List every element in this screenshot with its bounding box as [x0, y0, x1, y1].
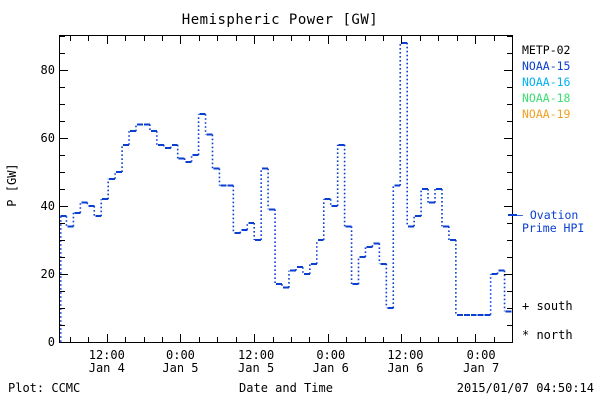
x-tick-label: 12:00 Jan 5 [216, 349, 296, 375]
legend-entry-metp-02[interactable]: METP-02 [522, 43, 571, 57]
y-tick-label: 60 [40, 131, 55, 145]
x-tick-label: 12:00 Jan 4 [67, 349, 147, 375]
y-tick-label: 40 [40, 199, 55, 213]
x-tick-date: Jan 6 [312, 361, 349, 375]
x-tick-date: Jan 7 [463, 361, 500, 375]
y-tick-label: 0 [47, 335, 55, 349]
x-tick-time: 0:00 [316, 348, 346, 362]
x-tick-time: 12:00 [387, 348, 424, 362]
x-tick-label: 0:00 Jan 5 [140, 349, 220, 375]
x-tick-date: Jan 4 [88, 361, 125, 375]
plot-area [59, 35, 513, 343]
x-tick-time: 0:00 [466, 348, 496, 362]
x-tick-label: 12:00 Jan 6 [365, 349, 445, 375]
plot-timestamp: 2015/01/07 04:50:14 [456, 381, 594, 395]
legend-entry-noaa-16[interactable]: NOAA-16 [522, 75, 571, 89]
ovation-legend-swatch [508, 214, 517, 216]
x-tick-label: 0:00 Jan 7 [441, 349, 521, 375]
series-ovation-prime-hpi [60, 41, 512, 342]
x-tick-time: 12:00 [88, 348, 125, 362]
x-tick-time: 0:00 [166, 348, 195, 362]
marker-legend-south: + south [522, 299, 573, 313]
data-series-canvas [60, 41, 512, 342]
plot-credit: Plot: CCMC [8, 381, 81, 395]
ovation-legend-line2: Prime HPI [522, 221, 585, 235]
y-tick-label: 80 [40, 63, 55, 77]
legend: METP-02 NOAA-15 NOAA-16 NOAA-18 NOAA-19 [522, 42, 600, 122]
y-axis-tick-labels: 0 20 40 60 80 [15, 0, 55, 400]
legend-entry-noaa-15[interactable]: NOAA-15 [522, 59, 571, 73]
legend-entry-noaa-19[interactable]: NOAA-19 [522, 107, 571, 121]
x-tick-date: Jan 5 [238, 361, 275, 375]
x-axis-title: Date and Time [239, 381, 333, 395]
x-tick-date: Jan 5 [162, 361, 199, 375]
x-tick-label: 0:00 Jan 6 [291, 349, 371, 375]
marker-legend-north: * north [522, 328, 573, 342]
y-tick-label: 20 [40, 267, 55, 281]
y-axis-title: P [GW] [5, 163, 19, 207]
ovation-legend: — Ovation Prime HPI [508, 208, 600, 235]
chart-title: Hemispheric Power [GW] [181, 12, 379, 28]
x-tick-time: 12:00 [238, 348, 275, 362]
legend-entry-noaa-18[interactable]: NOAA-18 [522, 91, 571, 105]
ovation-legend-line1: — Ovation [516, 208, 579, 222]
x-tick-date: Jan 6 [387, 361, 424, 375]
